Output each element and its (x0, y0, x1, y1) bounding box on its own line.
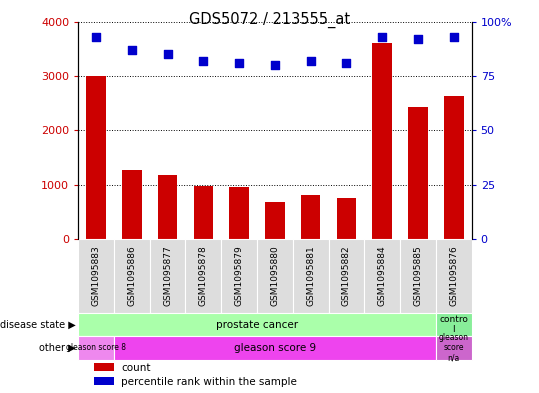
Point (235, 60, 244, 66)
Bar (436, 313, 472, 336)
Text: gleason score 8: gleason score 8 (66, 343, 126, 353)
Text: percentile rank within the sample: percentile rank within the sample (121, 376, 298, 387)
Text: GSM1095884: GSM1095884 (378, 245, 386, 306)
Bar (400, 239, 436, 313)
Bar (364, 239, 400, 313)
Point (128, 47, 136, 53)
Point (450, 34, 458, 40)
Text: GSM1095876: GSM1095876 (449, 245, 458, 306)
Text: GSM1095877: GSM1095877 (163, 245, 172, 306)
Bar (436, 239, 472, 313)
Bar (122, 170, 142, 239)
Bar (436, 336, 472, 360)
Bar (150, 239, 185, 313)
Bar (194, 186, 213, 239)
Bar (78, 336, 114, 360)
Text: GSM1095886: GSM1095886 (127, 245, 136, 306)
Point (92, 34, 100, 40)
Text: contro
l: contro l (439, 315, 468, 334)
Bar (114, 239, 150, 313)
Bar (265, 202, 285, 239)
Point (199, 58, 208, 64)
Bar (158, 175, 177, 239)
Text: GSM1095879: GSM1095879 (234, 245, 244, 306)
Text: gleason
score
n/a: gleason score n/a (439, 333, 469, 363)
Point (163, 51, 172, 57)
Point (271, 62, 279, 68)
Bar (301, 195, 321, 239)
Point (378, 34, 386, 40)
Point (306, 58, 315, 64)
Bar (257, 239, 293, 313)
Bar (408, 107, 428, 239)
Text: gleason score 9: gleason score 9 (234, 343, 316, 353)
Bar (114, 336, 436, 360)
Point (413, 36, 422, 42)
Bar (444, 95, 464, 239)
Bar (94, 363, 114, 371)
Text: GSM1095878: GSM1095878 (199, 245, 208, 306)
Bar (94, 377, 114, 385)
Text: GSM1095885: GSM1095885 (413, 245, 423, 306)
Text: GSM1095881: GSM1095881 (306, 245, 315, 306)
Bar (329, 239, 364, 313)
Bar (86, 76, 106, 239)
Bar (78, 239, 114, 313)
Text: other ▶: other ▶ (39, 343, 75, 353)
Text: count: count (121, 363, 151, 373)
Text: prostate cancer: prostate cancer (216, 320, 298, 330)
Bar (336, 198, 356, 239)
Bar (229, 187, 249, 239)
Bar (372, 43, 392, 239)
Text: GSM1095880: GSM1095880 (271, 245, 279, 306)
Bar (221, 239, 257, 313)
Text: disease state ▶: disease state ▶ (0, 320, 75, 330)
Text: GSM1095882: GSM1095882 (342, 245, 351, 306)
Bar (293, 239, 329, 313)
Bar (185, 239, 221, 313)
Point (342, 60, 351, 66)
Text: GDS5072 / 213555_at: GDS5072 / 213555_at (189, 12, 350, 28)
Text: GSM1095883: GSM1095883 (92, 245, 101, 306)
